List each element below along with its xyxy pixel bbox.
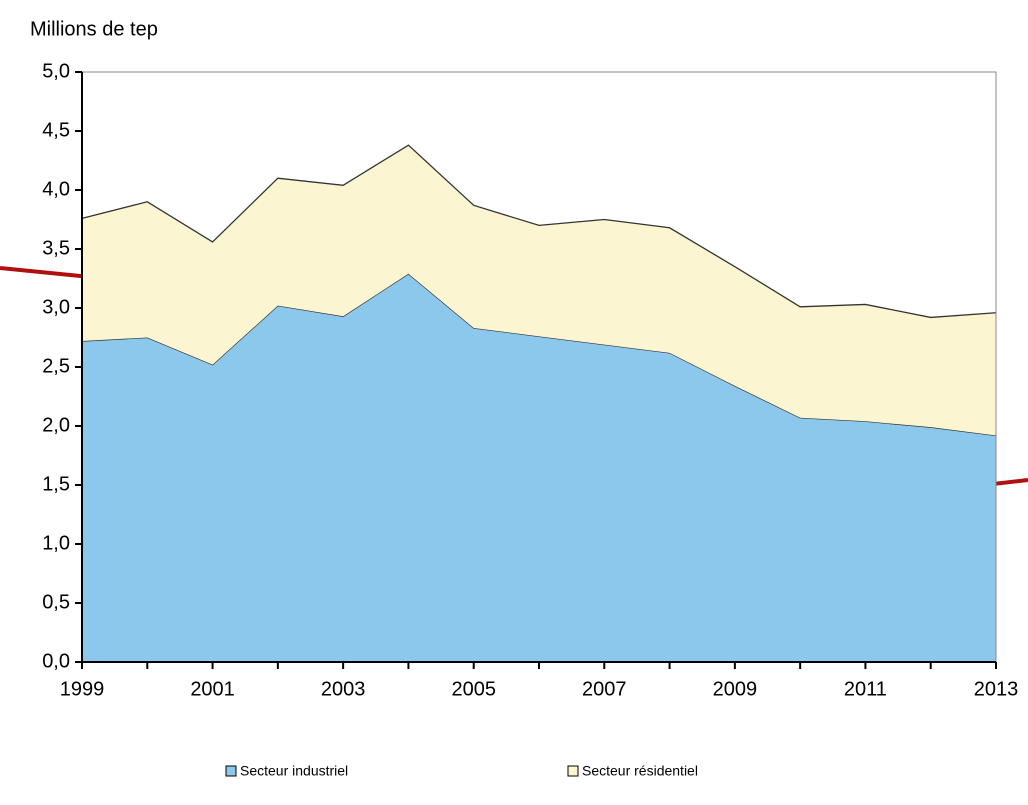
x-tick-label: 2009 (713, 678, 758, 700)
x-tick-label: 2003 (321, 678, 366, 700)
y-tick-label: 2,0 (42, 414, 70, 436)
y-tick-label: 1,0 (42, 532, 70, 554)
x-tick-label: 2011 (844, 678, 887, 700)
x-tick-label: 2001 (190, 678, 235, 700)
y-tick-label: 0,0 (42, 650, 70, 672)
legend-swatch (567, 765, 579, 777)
y-tick-label: 5,0 (42, 60, 70, 82)
y-tick-label: 4,5 (42, 119, 70, 141)
y-tick-label: 2,5 (42, 355, 70, 377)
y-tick-label: 3,0 (42, 296, 70, 318)
legend-label: Secteur résidentiel (582, 763, 698, 779)
area (82, 273, 996, 662)
y-axis-title: Millions de tep (30, 18, 158, 40)
legend-swatch (225, 765, 237, 777)
y-tick-label: 4,0 (42, 178, 70, 200)
area-edge (81, 144, 997, 319)
y-tick-label: 0,5 (42, 591, 70, 613)
x-tick-label: 2013 (974, 678, 1019, 700)
x-tick-label: 1999 (60, 678, 105, 700)
y-tick-label: 3,5 (42, 237, 70, 259)
area (82, 145, 996, 436)
x-tick-label: 2007 (582, 678, 627, 700)
y-tick-label: 1,5 (42, 473, 70, 495)
x-tick-label: 2005 (451, 678, 496, 700)
legend-label: Secteur industriel (240, 763, 348, 779)
